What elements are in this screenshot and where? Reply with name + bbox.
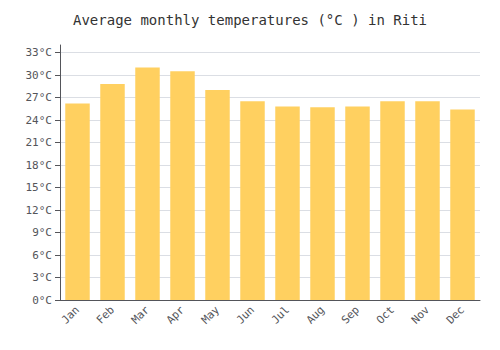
svg-text:21°C: 21°C — [26, 136, 53, 149]
svg-text:Sep: Sep — [339, 303, 362, 326]
svg-text:Apr: Apr — [164, 303, 187, 326]
svg-text:Mar: Mar — [129, 303, 152, 326]
svg-text:0°C: 0°C — [32, 294, 52, 307]
svg-text:12°C: 12°C — [26, 204, 53, 217]
svg-text:18°C: 18°C — [26, 159, 53, 172]
svg-text:24°C: 24°C — [26, 114, 53, 127]
svg-text:27°C: 27°C — [26, 91, 53, 104]
svg-text:33°C: 33°C — [26, 46, 53, 59]
svg-text:Aug: Aug — [304, 303, 327, 326]
svg-text:Dec: Dec — [444, 303, 467, 326]
svg-text:9°C: 9°C — [32, 226, 52, 239]
svg-text:6°C: 6°C — [32, 249, 52, 262]
svg-text:3°C: 3°C — [32, 271, 52, 284]
svg-text:May: May — [199, 303, 222, 326]
svg-text:Jan: Jan — [59, 303, 82, 326]
svg-text:Nov: Nov — [409, 303, 432, 326]
svg-text:30°C: 30°C — [26, 69, 53, 82]
svg-text:Jun: Jun — [234, 303, 257, 326]
svg-text:Feb: Feb — [94, 303, 117, 326]
svg-text:Oct: Oct — [374, 303, 397, 326]
svg-text:15°C: 15°C — [26, 181, 53, 194]
svg-text:Jul: Jul — [269, 303, 292, 326]
svg-text:Average monthly temperatures (: Average monthly temperatures (°C ) in Ri… — [73, 12, 427, 28]
